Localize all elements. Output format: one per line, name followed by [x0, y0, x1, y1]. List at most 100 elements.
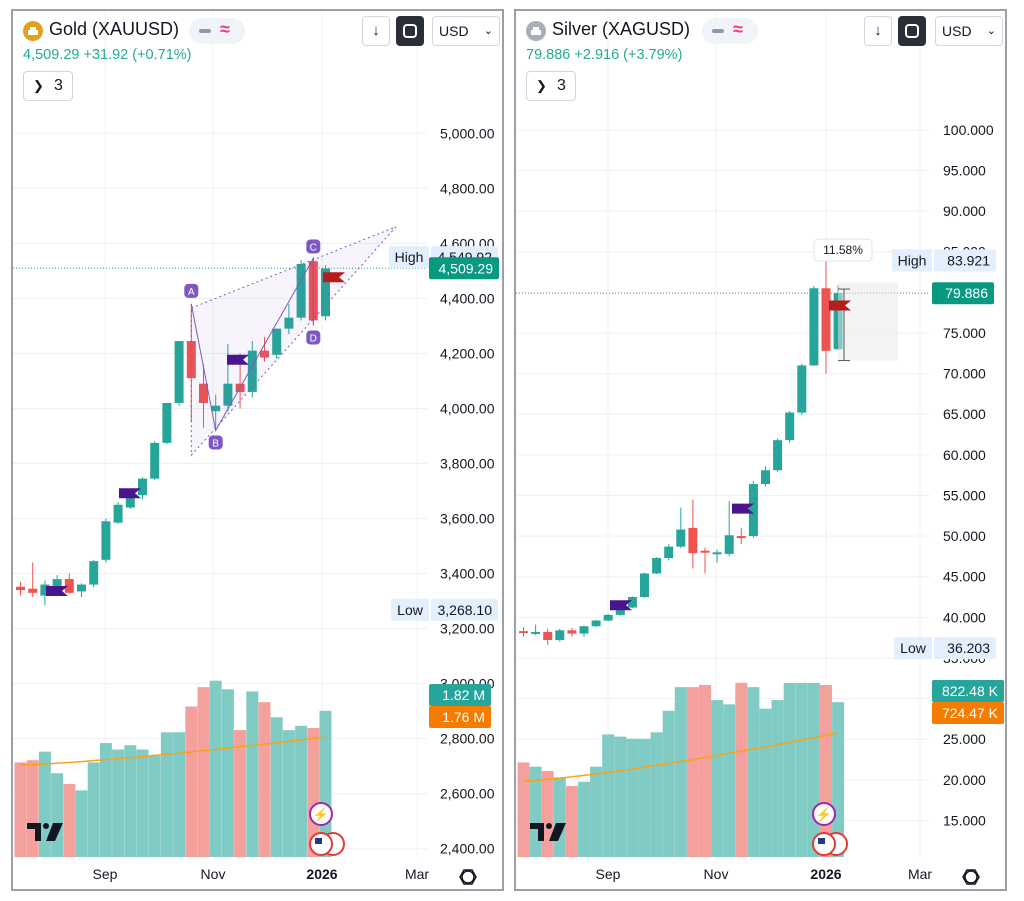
- low-value-bg: [934, 637, 996, 660]
- volume-bar: [820, 685, 832, 857]
- candle-body: [724, 535, 734, 554]
- candle-body: [761, 470, 770, 485]
- candle-body: [223, 383, 233, 406]
- high-value-bg: [934, 249, 996, 272]
- price-change-line: 4,509.29 +31.92 (+0.71%): [23, 47, 192, 63]
- measure-label: 11.58%: [823, 243, 863, 257]
- volume-ma-line: [523, 732, 839, 782]
- lightning-icon-glyph: ⚡: [816, 807, 832, 823]
- indicator-count: 3: [54, 77, 63, 94]
- candle-body: [773, 440, 783, 471]
- silver-chart-panel[interactable]: 100.00095.00090.00085.00080.00075.00070.…: [514, 9, 1007, 891]
- market-status-pill[interactable]: ≈: [702, 18, 758, 44]
- gold-chart-panel[interactable]: 5,000.00 4,800.00 4,600.00 4,400.00 4,200.00…: [11, 9, 504, 891]
- high-label-bg: [389, 246, 429, 269]
- y-tick-label: 4,000.00: [440, 400, 495, 416]
- volume-bar: [99, 743, 112, 857]
- candle-body: [186, 341, 196, 379]
- currency-select[interactable]: USD ⌄: [432, 16, 500, 46]
- volume-bar: [699, 685, 711, 857]
- candle-body: [579, 626, 589, 634]
- y-tick-label: 5,000.00: [440, 125, 495, 141]
- download-button[interactable]: ↓: [362, 16, 390, 46]
- volume-bar: [38, 751, 51, 857]
- market-status-pill[interactable]: ≈: [189, 18, 245, 44]
- y-tick-label: 50.000: [943, 528, 986, 544]
- last-price-tag: 79.886: [945, 285, 988, 301]
- candle-body: [162, 402, 172, 443]
- low-value: 36.203: [947, 640, 990, 656]
- volume-ma-line: [20, 736, 326, 766]
- volume-bar: [795, 682, 808, 857]
- y-tick-label: 75.000: [943, 325, 986, 341]
- volume-bar: [578, 781, 590, 857]
- chevron-down-icon: ⌄: [483, 25, 493, 37]
- high-label: High: [898, 252, 927, 268]
- candle-body: [676, 529, 686, 547]
- candle-body: [809, 288, 819, 366]
- volume-bar: [246, 691, 259, 857]
- symbol-title[interactable]: Gold (XAUUSD): [49, 19, 180, 39]
- pattern-point-bg: [208, 435, 223, 450]
- candle-body: [174, 341, 184, 403]
- volume-bar: [87, 762, 100, 857]
- low-label: Low: [397, 602, 424, 618]
- pattern-point-label: C: [310, 242, 317, 253]
- tradingview-logo: [530, 823, 566, 841]
- volume-bar: [75, 790, 88, 857]
- pattern-point-bg: [184, 283, 199, 298]
- volume-bar: [173, 732, 186, 857]
- candle-body: [16, 586, 25, 591]
- volume-bar: [590, 766, 603, 857]
- candle-body: [640, 573, 649, 597]
- y-tick-label: 15.000: [943, 812, 986, 828]
- candle-body: [627, 597, 637, 608]
- low-label: Low: [900, 640, 927, 656]
- indicator-count: 3: [557, 77, 566, 94]
- market-closed-icon: [712, 29, 724, 33]
- candle-body: [785, 412, 795, 441]
- volume-bar: [686, 687, 699, 857]
- download-button[interactable]: ↓: [864, 16, 892, 46]
- candle-body: [150, 442, 160, 479]
- volume-bar: [148, 755, 161, 857]
- fullscreen-button[interactable]: [898, 16, 926, 46]
- silver-symbol-icon: [526, 21, 546, 41]
- candle-body: [567, 630, 577, 634]
- candle-body: [712, 552, 722, 555]
- symbol-title[interactable]: Silver (XAGUSD): [552, 19, 691, 39]
- settings-gear-icon: [461, 870, 475, 884]
- settings-gear-icon: [964, 870, 978, 884]
- triangle-pattern: [190, 226, 397, 457]
- y-tick-label: 60.000: [943, 447, 986, 463]
- pattern-point-label: A: [188, 287, 195, 298]
- x-tick-label: Mar: [908, 866, 932, 882]
- y-tick-label: 3,200.00: [440, 621, 495, 637]
- y-tick-label: 20.000: [943, 772, 986, 788]
- volume-bar: [662, 710, 675, 857]
- y-tick-label: 40.000: [943, 609, 986, 625]
- currency-select[interactable]: USD ⌄: [935, 16, 1003, 46]
- volume-bar: [783, 682, 796, 857]
- candle-body: [321, 268, 330, 317]
- candle-body: [52, 579, 62, 586]
- volume-bar: [234, 730, 247, 857]
- candle-body: [652, 558, 662, 574]
- volume-bar: [221, 689, 234, 857]
- y-tick-label: 45.000: [943, 569, 986, 585]
- volume-bar: [295, 725, 308, 857]
- silver-chart-canvas[interactable]: 100.00095.00090.00085.00080.00075.00070.…: [516, 11, 1005, 889]
- gold-chart-canvas[interactable]: 5,000.004,800.004,600.004,400.004,200.00…: [13, 11, 502, 889]
- indicators-toggle[interactable]: ❯ 3: [23, 71, 73, 101]
- high-label-bg: [892, 249, 932, 272]
- chevron-down-icon: ⌄: [986, 25, 996, 37]
- volume-ma-tag: 724.47 K: [942, 705, 999, 721]
- indicators-toggle[interactable]: ❯ 3: [526, 71, 576, 101]
- y-tick-label: 95.000: [943, 162, 986, 178]
- measure-label-bg: [813, 238, 873, 262]
- low-value-bg: [431, 598, 498, 621]
- low-value: 3,268.10: [438, 602, 493, 618]
- fullscreen-button[interactable]: [396, 16, 424, 46]
- volume-bar: [674, 687, 687, 857]
- volume-bar: [136, 749, 149, 857]
